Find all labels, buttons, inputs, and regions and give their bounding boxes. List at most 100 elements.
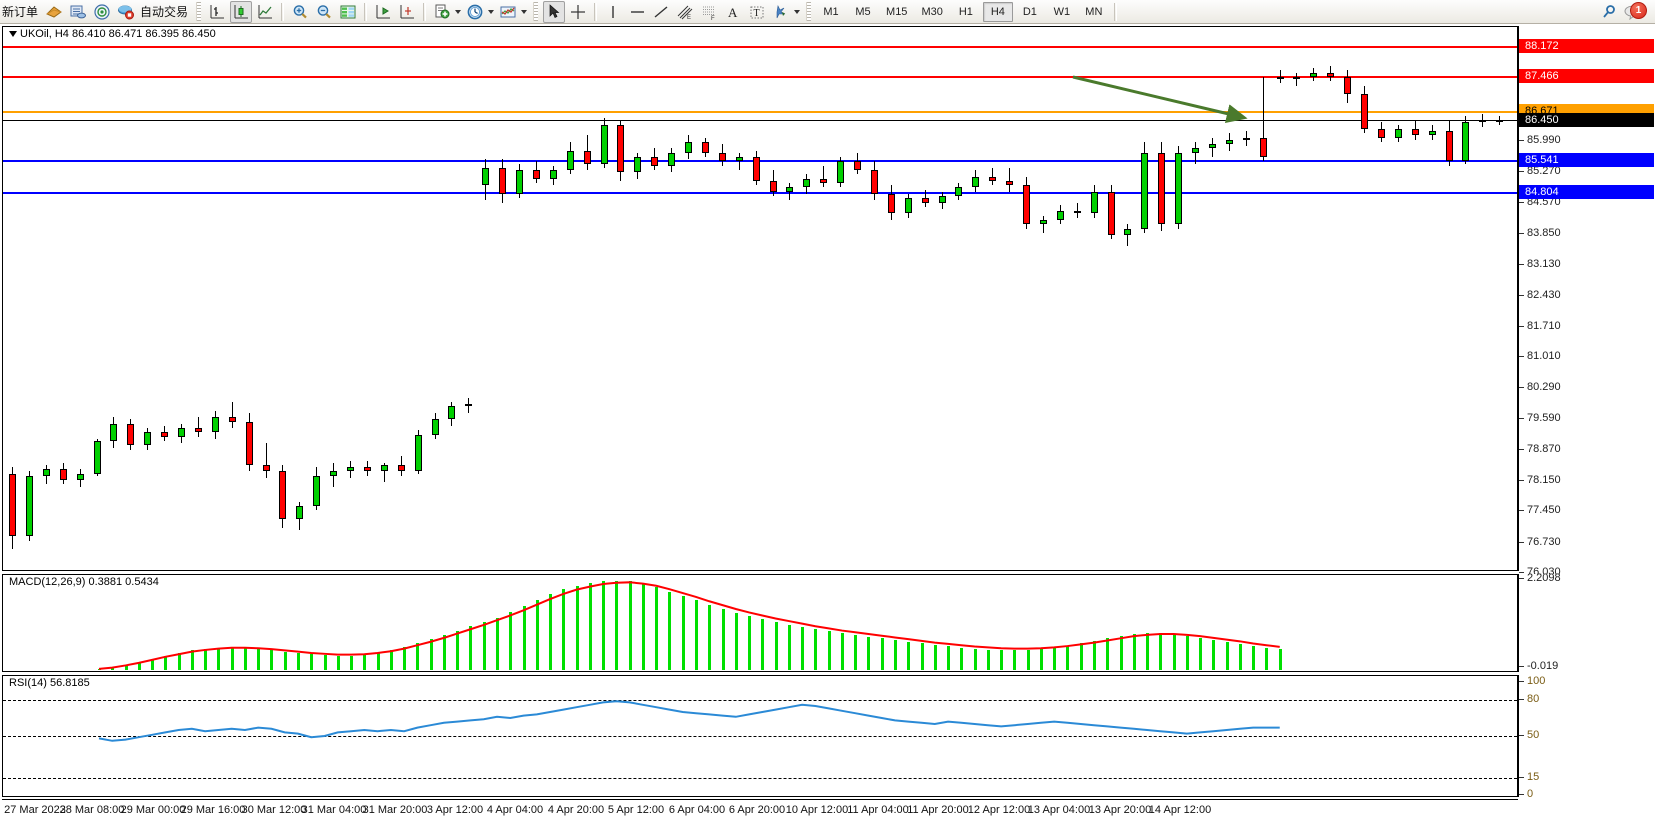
level-line-support[interactable] (3, 159, 1517, 162)
new-chart-icon[interactable] (431, 1, 453, 23)
toolbar-grip-1[interactable] (196, 2, 202, 21)
new-order-button[interactable]: 新订单 (2, 4, 39, 19)
candle-body-up (1090, 191, 1098, 214)
fibonacci-icon[interactable]: F (698, 1, 720, 23)
text-label-icon[interactable]: A (722, 1, 744, 23)
candle-body-up (144, 432, 152, 446)
toolbar-grip-3[interactable] (806, 2, 812, 21)
candle (330, 27, 338, 570)
rsi-tick: 15 (1519, 771, 1539, 783)
timeframe-mn[interactable]: MN (1085, 5, 1103, 18)
toolbar-separator-3 (423, 2, 427, 21)
chart-shift-icon[interactable] (372, 1, 394, 23)
macd-histogram-bar (1066, 645, 1070, 671)
indicators-icon[interactable] (497, 1, 519, 23)
candle-body-down (1411, 128, 1419, 136)
candlestick-chart-icon[interactable] (230, 0, 253, 23)
line-chart-icon[interactable] (254, 1, 276, 23)
shapes-icon[interactable] (770, 1, 792, 23)
data-grid-icon[interactable] (337, 1, 359, 23)
candle-body-up (1141, 152, 1149, 229)
search-icon[interactable] (1598, 1, 1620, 23)
candle-body-up (347, 467, 354, 472)
zoom-out-icon[interactable] (313, 1, 335, 23)
candle-wick (231, 402, 233, 429)
macd-histogram-bar (1265, 647, 1269, 671)
macd-label: MACD(12,26,9) 0.3881 0.5434 (7, 576, 161, 588)
expert-advisor-icon[interactable] (43, 1, 65, 23)
shapes-dropdown-caret[interactable] (794, 9, 801, 14)
candle-wick (1076, 202, 1078, 218)
period-clock-icon[interactable] (464, 1, 486, 23)
price-scale[interactable]: 85.990 85.270 84.570 83.850 83.130 82.430 81.7… (1518, 26, 1655, 578)
macd-histogram-bar (111, 668, 115, 671)
timeframe-d1[interactable]: D1 (1022, 5, 1037, 18)
candle (583, 27, 591, 570)
macd-histogram-bar (1000, 649, 1004, 671)
timeframe-m5[interactable]: M5 (855, 5, 871, 18)
level-line-support[interactable] (3, 191, 1517, 194)
level-line-current-price[interactable] (3, 120, 1517, 122)
notifications-icon[interactable]: 1 (1622, 1, 1648, 23)
price-tick: 79.590 (1519, 412, 1561, 424)
autotrading-icon[interactable] (115, 1, 137, 23)
macd-histogram-bar (416, 643, 420, 671)
horizontal-line-icon[interactable] (626, 1, 648, 23)
signals-icon[interactable] (91, 1, 113, 23)
macd-scale[interactable]: 2.2098 -0.019 (1518, 572, 1655, 672)
timeframe-m15[interactable]: M15 (886, 5, 908, 18)
timeframe-h1[interactable]: H1 (958, 5, 973, 18)
macd-histogram-bar (376, 652, 380, 671)
autotrading-label[interactable]: 自动交易 (140, 4, 189, 19)
timeframe-m1[interactable]: M1 (823, 5, 839, 18)
text-box-icon[interactable]: T (746, 1, 768, 23)
candle (989, 27, 997, 570)
candle (178, 27, 185, 570)
candle-body-up (1479, 120, 1487, 123)
candle (1394, 27, 1402, 570)
vertical-line-icon[interactable] (602, 1, 624, 23)
macd-histogram-bar (389, 650, 393, 671)
candle (651, 27, 659, 570)
new-chart-dropdown-caret[interactable] (455, 9, 462, 14)
rsi-line (98, 700, 1280, 742)
price-pane[interactable]: UKOil, H4 86.410 86.471 86.395 86.450 (2, 26, 1518, 571)
toolbar-grip-2[interactable] (533, 2, 539, 21)
auto-scroll-icon[interactable] (396, 1, 418, 23)
candle-body-up (211, 417, 219, 433)
level-line-resistance[interactable] (3, 76, 1517, 79)
macd-pane[interactable]: MACD(12,26,9) 0.3881 0.5434 (2, 574, 1518, 672)
timeframe-m30[interactable]: M30 (921, 5, 943, 18)
trend-arrow-annotation[interactable] (3, 27, 1517, 571)
level-line-pivot[interactable] (3, 110, 1517, 113)
macd-histogram-bar (1013, 649, 1017, 671)
timeframe-h4[interactable]: H4 (982, 1, 1013, 22)
rsi-level-80 (3, 700, 1517, 701)
time-axis-label: 31 Mar 04:00 (301, 804, 367, 816)
level-line-resistance[interactable] (3, 45, 1517, 48)
candle (1039, 27, 1047, 570)
zoom-in-icon[interactable] (289, 1, 311, 23)
data-window-icon[interactable] (67, 1, 89, 23)
macd-histogram-bar (1119, 635, 1123, 671)
timeframe-w1[interactable]: W1 (1053, 5, 1071, 18)
chart-area[interactable]: UKOil, H4 86.410 86.471 86.395 86.450 MA… (0, 24, 1655, 828)
collapse-arrow-icon[interactable] (9, 31, 17, 38)
rsi-level-15 (3, 778, 1517, 779)
candle-body-up (25, 475, 33, 537)
candle-body-down (1006, 180, 1014, 186)
trendline-icon[interactable] (650, 1, 672, 23)
candle-body-up (1175, 152, 1183, 225)
cursor-icon[interactable] (543, 0, 566, 23)
time-axis[interactable]: 27 Mar 2023 28 Mar 08:00 29 Mar 00:00 29 Ma… (2, 799, 1518, 826)
rsi-pane[interactable]: RSI(14) 56.8185 (2, 675, 1518, 797)
rsi-scale[interactable]: 100 80 50 15 0 (1518, 675, 1655, 800)
period-dropdown-caret[interactable] (488, 9, 495, 14)
equidistant-channel-icon[interactable]: E (674, 1, 696, 23)
bar-chart-icon[interactable] (206, 1, 228, 23)
macd-histogram-bar (947, 646, 951, 671)
candle-body-up (448, 406, 456, 420)
candle-body-down (9, 473, 16, 537)
crosshair-icon[interactable] (567, 1, 589, 23)
indicators-dropdown-caret[interactable] (521, 9, 528, 14)
